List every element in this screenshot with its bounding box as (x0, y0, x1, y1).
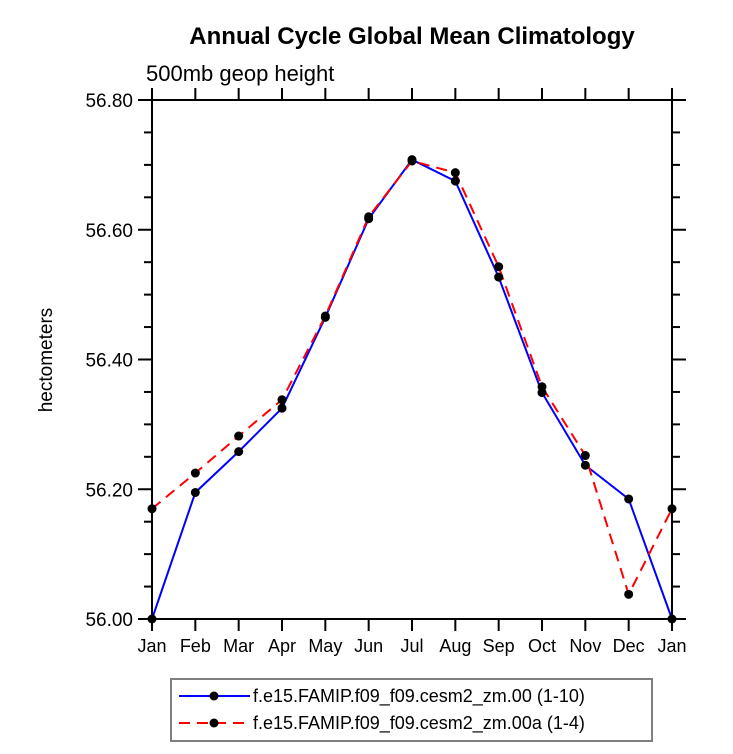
x-tick-label: Oct (528, 636, 556, 656)
series-1-marker (580, 451, 590, 461)
series-1-marker (624, 589, 634, 599)
legend-samples (179, 691, 250, 728)
axes-layer: 56.00 56.20 56.40 56.60 56.80 Jan Feb Mar Apr May… (85, 88, 687, 656)
series-line-1 (151, 159, 673, 597)
legend-box (170, 678, 653, 742)
series-0-marker (147, 614, 157, 624)
series-1-marker (667, 504, 677, 514)
x-tick-label: Apr (268, 636, 296, 656)
series-1-marker (320, 311, 330, 321)
x-tick-label: Jan (137, 636, 166, 656)
y-axis-label: hectometers (36, 308, 57, 413)
legend-marker-sample-1 (209, 718, 219, 728)
series-1-marker (234, 431, 244, 441)
plot-frame (151, 99, 673, 620)
x-tick-label: Jun (354, 636, 383, 656)
chart-subtitle: 500mb geop height (146, 61, 334, 86)
series-0-marker (494, 272, 504, 282)
x-tick-label: Mar (223, 636, 254, 656)
series-0-marker (450, 176, 460, 186)
series-line-0 (151, 158, 673, 620)
legend: f.e15.FAMIP.f09_f09.cesm2_zm.00 (1-10) f… (170, 678, 653, 742)
x-tick-label: Sep (483, 636, 515, 656)
y-tick-label: 56.00 (85, 610, 133, 631)
x-tick-label: Jan (657, 636, 686, 656)
y-tick-label: 56.80 (85, 91, 133, 112)
series-0-marker (277, 403, 287, 413)
series-1-marker (494, 262, 504, 272)
y-tick-label: 56.60 (85, 221, 133, 242)
series-layer (147, 155, 677, 624)
y-tick-label: 56.40 (85, 351, 133, 372)
series-0-marker (580, 460, 590, 470)
legend-label-series-1: f.e15.FAMIP.f09_f09.cesm2_zm.00a (1-4) (253, 713, 585, 734)
legend-label-series-0: f.e15.FAMIP.f09_f09.cesm2_zm.00 (1-10) (253, 686, 585, 707)
series-0-marker (667, 614, 677, 624)
chart-title: Annual Cycle Global Mean Climatology (189, 23, 635, 50)
x-tick-label: May (308, 636, 342, 656)
x-tick-label: Feb (180, 636, 211, 656)
x-tick-label: Nov (569, 636, 601, 656)
series-0-marker (190, 487, 200, 497)
series-0-marker (234, 447, 244, 457)
series-1-marker (277, 395, 287, 405)
series-1-marker (147, 504, 157, 514)
y-tick-label: 56.20 (85, 480, 133, 501)
x-tick-label: Dec (613, 636, 645, 656)
series-1-marker (450, 168, 460, 178)
series-1-marker (190, 468, 200, 478)
series-1-marker (407, 156, 417, 166)
series-1-marker (364, 212, 374, 222)
x-tick-label: Aug (439, 636, 471, 656)
series-0-marker (624, 494, 634, 504)
series-1-marker (537, 382, 547, 392)
x-tick-label: Jul (400, 636, 423, 656)
legend-marker-sample-0 (209, 691, 219, 701)
